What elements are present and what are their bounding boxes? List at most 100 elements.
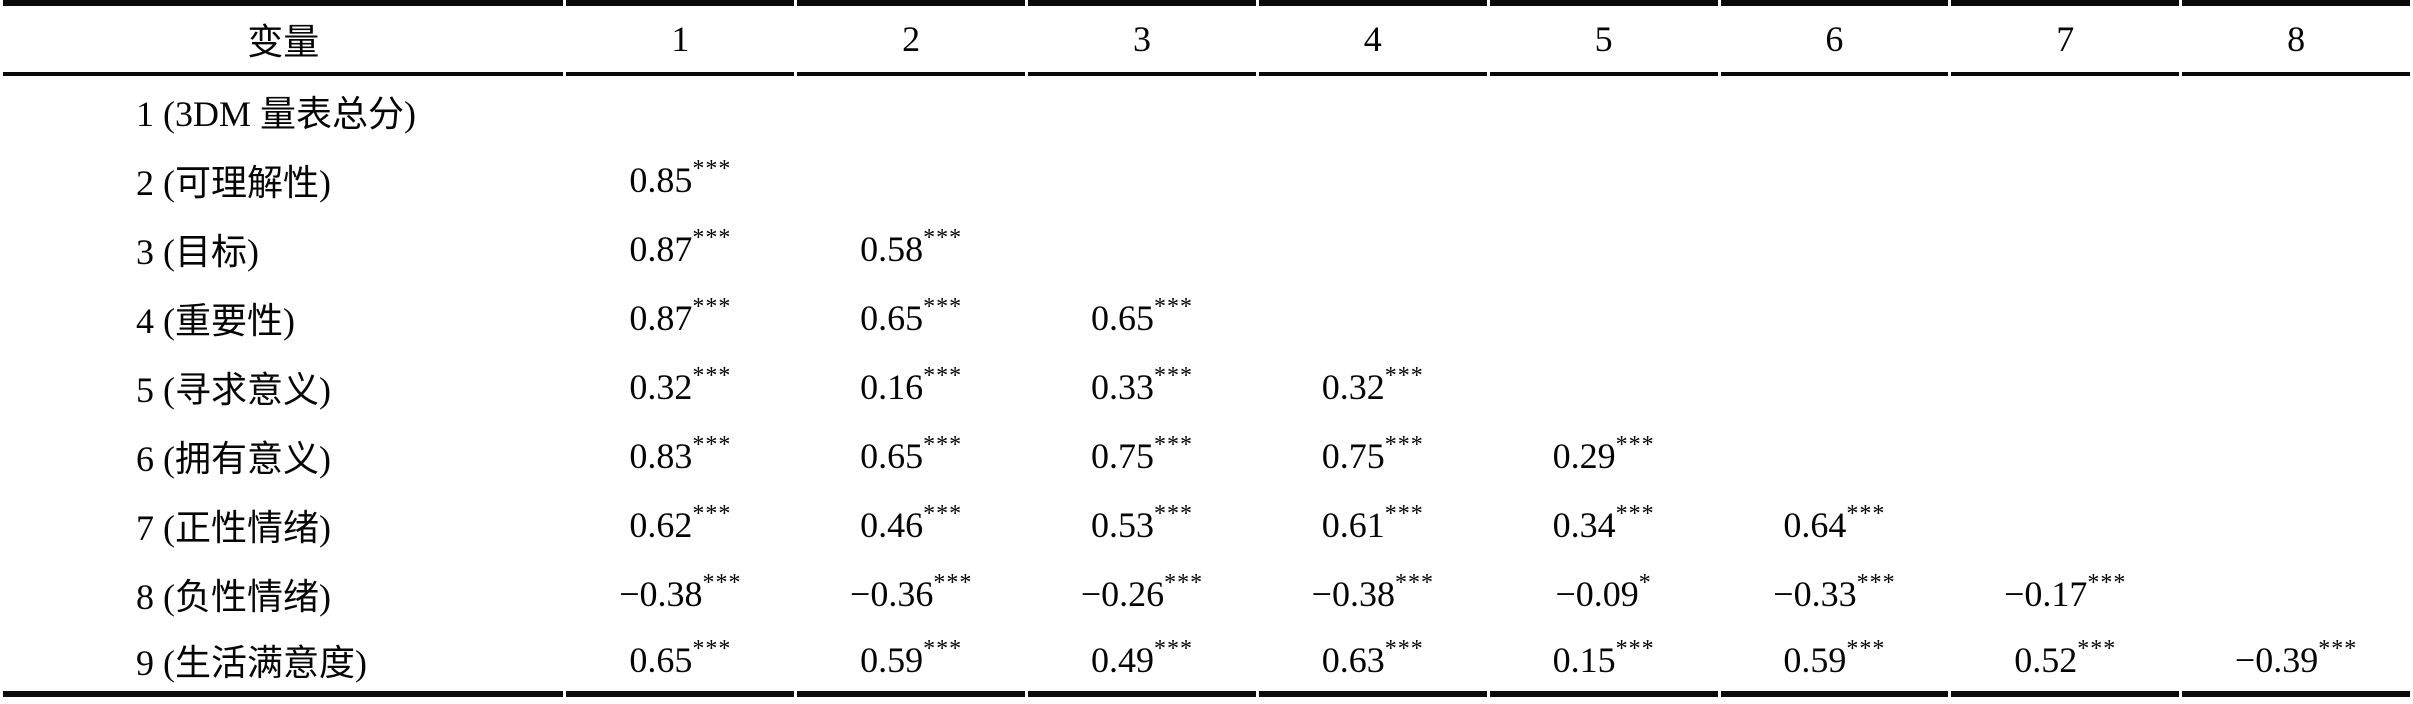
cell-r4-c2: 0.65***	[797, 283, 1025, 352]
cell-r5-c1: 0.32***	[566, 352, 794, 421]
cell-r6-c4: 0.75***	[1259, 421, 1487, 490]
row-label-7: 7 (正性情绪)	[136, 507, 331, 548]
cell-r4-c7	[1951, 283, 2179, 352]
cell-r2-c8	[2182, 145, 2410, 214]
table-row-4: 4 (重要性) 0.87*** 0.65*** 0.65***	[3, 283, 2410, 352]
column-header-5: 5	[1489, 0, 1718, 76]
significance-stars: ***	[2077, 635, 2117, 662]
table-row-6: 6 (拥有意义) 0.83*** 0.65*** 0.75*** 0.75***…	[3, 421, 2410, 490]
cell-r7-c7	[1951, 490, 2179, 559]
cell-r9-c8: −0.39***	[2182, 628, 2410, 697]
cell-r9-c7: 0.52***	[1951, 628, 2180, 697]
table-row-7: 7 (正性情绪) 0.62*** 0.46*** 0.53*** 0.61***…	[3, 490, 2410, 559]
correlation-value: 0.62	[629, 504, 693, 545]
cell-r1-c8	[2182, 76, 2410, 145]
significance-stars: ***	[923, 293, 963, 320]
cell-r5-c3: 0.33***	[1028, 352, 1256, 421]
table-row-2: 2 (可理解性) 0.85***	[3, 145, 2410, 214]
correlation-value: −0.33	[1773, 573, 1857, 614]
cell-r8-c2: −0.36***	[797, 559, 1025, 628]
cell-r4-c6	[1721, 283, 1949, 352]
correlation-value: 0.65	[860, 435, 924, 476]
cell-r7-c8	[2182, 490, 2410, 559]
cell-r2-c1: 0.85***	[566, 145, 794, 214]
cell-r5-c6	[1721, 352, 1949, 421]
row-label-3: 3 (目标)	[136, 231, 259, 272]
significance-stars: ***	[1615, 431, 1655, 458]
cell-r4-c5	[1490, 283, 1718, 352]
correlation-value: 0.34	[1552, 504, 1616, 545]
correlation-value: 0.63	[1321, 639, 1385, 680]
cell-r2-c7	[1951, 145, 2179, 214]
table-row-1: 1 (3DM 量表总分)	[3, 76, 2410, 145]
cell-r8-c3: −0.26***	[1028, 559, 1256, 628]
cell-r9-c3: 0.49***	[1028, 628, 1256, 697]
column-header-2: 2	[797, 0, 1026, 76]
correlation-value: 0.58	[860, 228, 924, 269]
cell-r6-c6	[1721, 421, 1949, 490]
row-label-2: 2 (可理解性)	[136, 162, 331, 203]
cell-r8-c5: −0.09*	[1490, 559, 1718, 628]
column-header-variable: 变量	[3, 0, 564, 76]
significance-stars: ***	[1153, 635, 1193, 662]
cell-r5-c8	[2182, 352, 2410, 421]
significance-stars: ***	[1384, 500, 1424, 527]
cell-r6-c8	[2182, 421, 2410, 490]
significance-stars: ***	[1846, 635, 1886, 662]
cell-r7-c5: 0.34***	[1490, 490, 1718, 559]
cell-r8-c8	[2182, 559, 2410, 628]
correlation-value: −0.09	[1555, 573, 1639, 614]
significance-stars: ***	[692, 224, 732, 251]
correlation-value: 0.87	[629, 297, 693, 338]
correlation-value: 0.53	[1090, 504, 1154, 545]
row-label-6: 6 (拥有意义)	[136, 438, 331, 479]
cell-r7-c2: 0.46***	[797, 490, 1025, 559]
correlation-value: 0.85	[629, 159, 693, 200]
row-label-4: 4 (重要性)	[136, 300, 295, 341]
significance-stars: *	[1638, 569, 1652, 596]
significance-stars: ***	[923, 362, 963, 389]
significance-stars: ***	[692, 362, 732, 389]
cell-r1-c1	[566, 76, 794, 145]
column-header-8: 8	[2182, 0, 2410, 76]
correlation-value: 0.61	[1321, 504, 1385, 545]
correlation-value: 0.59	[1783, 639, 1847, 680]
cell-r7-c1: 0.62***	[566, 490, 794, 559]
significance-stars: ***	[1615, 500, 1655, 527]
significance-stars: ***	[1384, 635, 1424, 662]
column-header-6: 6	[1720, 0, 1949, 76]
cell-r2-c4	[1259, 145, 1487, 214]
cell-r3-c4	[1259, 214, 1487, 283]
significance-stars: ***	[692, 293, 732, 320]
cell-r2-c6	[1721, 145, 1949, 214]
cell-r8-c6: −0.33***	[1721, 559, 1949, 628]
cell-r6-c7	[1951, 421, 2179, 490]
table-row-9: 9 (生活满意度) 0.65*** 0.59*** 0.49*** 0.63**…	[3, 628, 2410, 697]
cell-r4-c1: 0.87***	[566, 283, 794, 352]
correlation-value: 0.49	[1090, 639, 1154, 680]
table-row-3: 3 (目标) 0.87*** 0.58 ***	[3, 214, 2410, 283]
correlation-value: 0.65	[1090, 297, 1154, 338]
cell-r7-c3: 0.53***	[1028, 490, 1256, 559]
correlation-value: 0.83	[629, 435, 693, 476]
cell-r1-c3	[1028, 76, 1256, 145]
row-label-8: 8 (负性情绪)	[136, 576, 331, 617]
significance-stars: ***	[923, 431, 963, 458]
correlation-value: −0.17	[2004, 573, 2088, 614]
correlation-value: 0.59	[860, 639, 924, 680]
significance-stars: ***	[702, 569, 742, 596]
significance-stars: ***	[1615, 635, 1655, 662]
significance-stars: ***	[2318, 635, 2358, 662]
cell-r6-c1: 0.83***	[566, 421, 794, 490]
significance-stars: ***	[1153, 500, 1193, 527]
significance-stars: ***	[1394, 569, 1434, 596]
cell-r7-c4: 0.61***	[1259, 490, 1487, 559]
cell-r3-c1: 0.87***	[566, 214, 794, 283]
correlation-value: 0.52	[2014, 639, 2078, 680]
cell-r8-c7: −0.17***	[1951, 559, 2179, 628]
significance-stars: ***	[692, 155, 732, 182]
cell-r5-c4: 0.32***	[1259, 352, 1487, 421]
correlation-value: 0.16	[860, 366, 924, 407]
cell-r3-c6	[1721, 214, 1949, 283]
